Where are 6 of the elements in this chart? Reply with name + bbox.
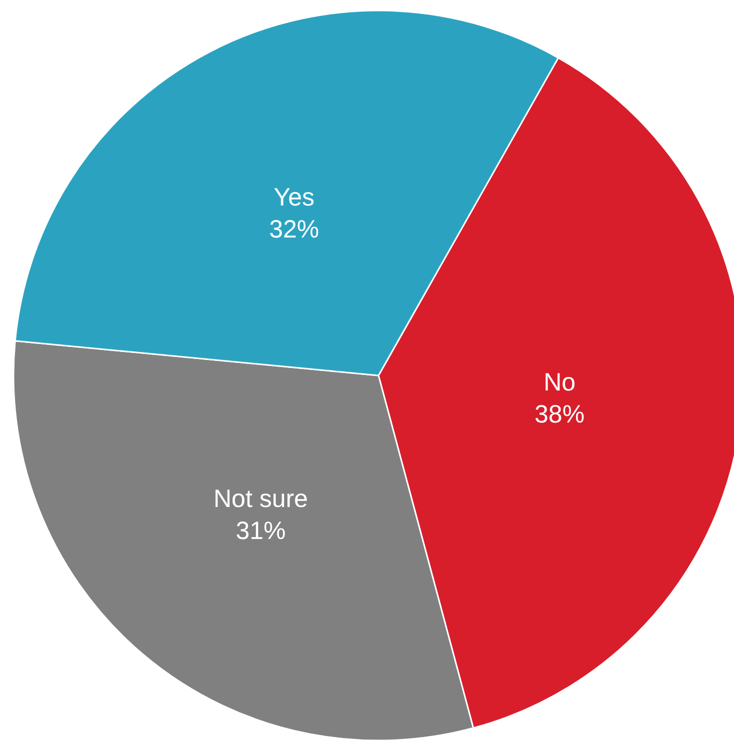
data-label: 38% <box>534 400 585 428</box>
slice-label: Yes <box>274 184 315 212</box>
slice-label: No <box>544 368 576 396</box>
data-label: 31% <box>236 516 286 545</box>
data-label: 32% <box>269 216 320 244</box>
slice-label: Not sure <box>213 484 308 513</box>
